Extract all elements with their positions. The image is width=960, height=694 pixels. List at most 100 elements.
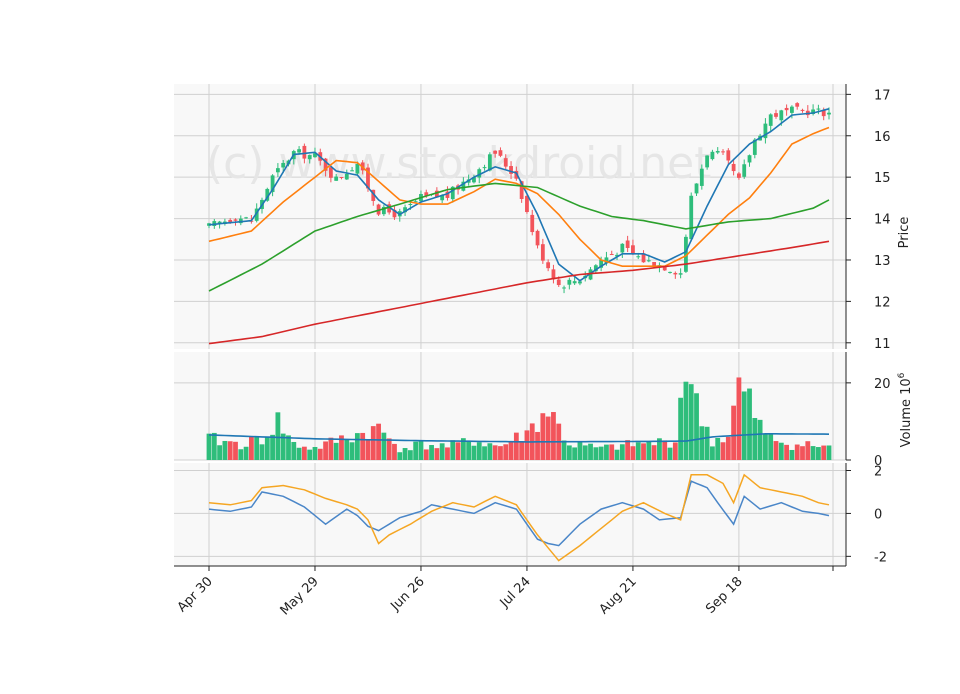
volume-bar bbox=[402, 448, 408, 460]
volume-bar bbox=[784, 444, 790, 460]
volume-bar bbox=[630, 446, 636, 460]
candle-body bbox=[678, 273, 683, 275]
volume-bar bbox=[694, 393, 699, 460]
oscillator-y-tick-label: -2 bbox=[874, 550, 887, 565]
volume-bar bbox=[683, 381, 689, 460]
candle-body bbox=[620, 243, 625, 253]
candle-body bbox=[530, 214, 535, 233]
volume-bar bbox=[286, 435, 291, 460]
candle-body bbox=[509, 166, 513, 174]
volume-bar bbox=[763, 434, 768, 460]
volume-bar bbox=[328, 437, 334, 460]
candle-body bbox=[498, 150, 503, 156]
candle-body bbox=[434, 190, 439, 198]
volume-bar bbox=[725, 436, 731, 460]
price-y-tick-label: 16 bbox=[874, 130, 891, 145]
volume-bar bbox=[386, 438, 392, 460]
volume-bar bbox=[741, 391, 747, 460]
volume-bar bbox=[747, 388, 752, 460]
volume-bar bbox=[344, 439, 350, 460]
candle-body bbox=[440, 195, 445, 201]
candle-body bbox=[366, 167, 370, 189]
volume-bar bbox=[619, 444, 625, 460]
volume-bar bbox=[333, 442, 339, 460]
candle-body bbox=[445, 191, 450, 198]
price-axis-label: Price bbox=[897, 217, 912, 249]
x-tick-label: Jun 26 bbox=[387, 574, 427, 614]
candle-body bbox=[281, 162, 286, 168]
candle-body bbox=[599, 259, 604, 268]
candle-body bbox=[334, 176, 339, 181]
candle-body bbox=[472, 177, 476, 183]
volume-bar bbox=[551, 412, 556, 460]
volume-bar bbox=[662, 440, 668, 460]
volume-bar bbox=[704, 426, 710, 460]
volume-bar bbox=[810, 446, 816, 460]
candle-body bbox=[588, 269, 593, 280]
volume-axis-label-exponent: 6 bbox=[897, 372, 907, 378]
candle-body bbox=[731, 163, 736, 172]
candle-body bbox=[641, 253, 646, 263]
candle-body bbox=[487, 154, 492, 171]
candle-body bbox=[477, 169, 482, 178]
candle-body bbox=[217, 221, 222, 224]
candle-body bbox=[615, 254, 619, 257]
candle-body bbox=[646, 260, 651, 262]
volume-bar bbox=[524, 430, 530, 460]
volume-bar bbox=[301, 446, 307, 460]
volume-bar bbox=[376, 423, 381, 460]
candle-body bbox=[790, 106, 794, 113]
volume-bar bbox=[503, 444, 509, 460]
candle-body bbox=[328, 167, 333, 178]
volume-bar bbox=[519, 441, 525, 460]
volume-bar bbox=[339, 435, 344, 460]
volume-bar bbox=[545, 416, 551, 460]
volume-bar bbox=[757, 419, 763, 460]
volume-bar bbox=[805, 441, 811, 460]
volume-bar bbox=[800, 446, 805, 460]
candle-body bbox=[307, 155, 312, 160]
volume-bar bbox=[429, 445, 434, 460]
candle-body bbox=[546, 262, 551, 269]
volume-bar bbox=[296, 447, 302, 460]
volume-bar bbox=[688, 384, 694, 460]
price-line-ma-short bbox=[208, 108, 830, 282]
volume-bar bbox=[476, 442, 482, 460]
volume-bar bbox=[254, 436, 260, 460]
volume-bar bbox=[710, 446, 715, 460]
volume-bar bbox=[439, 443, 445, 460]
volume-bar bbox=[667, 447, 673, 460]
volume-bar bbox=[482, 446, 487, 460]
x-tick-label: Aug 21 bbox=[597, 574, 640, 617]
candle-body bbox=[519, 181, 524, 199]
candle-body bbox=[403, 207, 407, 213]
candle-body bbox=[424, 192, 429, 196]
volume-bar bbox=[291, 441, 297, 460]
candle-body bbox=[381, 206, 386, 215]
candle-body bbox=[827, 112, 831, 115]
price-y-tick-label: 17 bbox=[874, 88, 891, 103]
candle-body bbox=[551, 269, 556, 280]
volume-bar bbox=[651, 445, 657, 460]
volume-bar bbox=[487, 443, 493, 460]
candle-body bbox=[625, 240, 630, 249]
price-y-tick-label: 14 bbox=[874, 213, 891, 228]
candle-body bbox=[413, 201, 418, 203]
volume-bar bbox=[678, 397, 684, 460]
volume-bar bbox=[778, 442, 784, 460]
candle-body bbox=[737, 173, 741, 178]
volume-bar bbox=[407, 450, 413, 460]
candle-body bbox=[768, 114, 773, 126]
volume-bar bbox=[413, 441, 419, 460]
price-y-tick-label: 12 bbox=[874, 295, 891, 310]
candle-body bbox=[265, 188, 270, 201]
volume-bar bbox=[593, 447, 599, 460]
volume-bar bbox=[434, 448, 440, 460]
volume-bar bbox=[312, 446, 318, 460]
volume-bar bbox=[731, 405, 737, 460]
volume-bar bbox=[794, 444, 800, 460]
candle-body bbox=[535, 230, 540, 246]
volume-bar bbox=[471, 445, 477, 460]
